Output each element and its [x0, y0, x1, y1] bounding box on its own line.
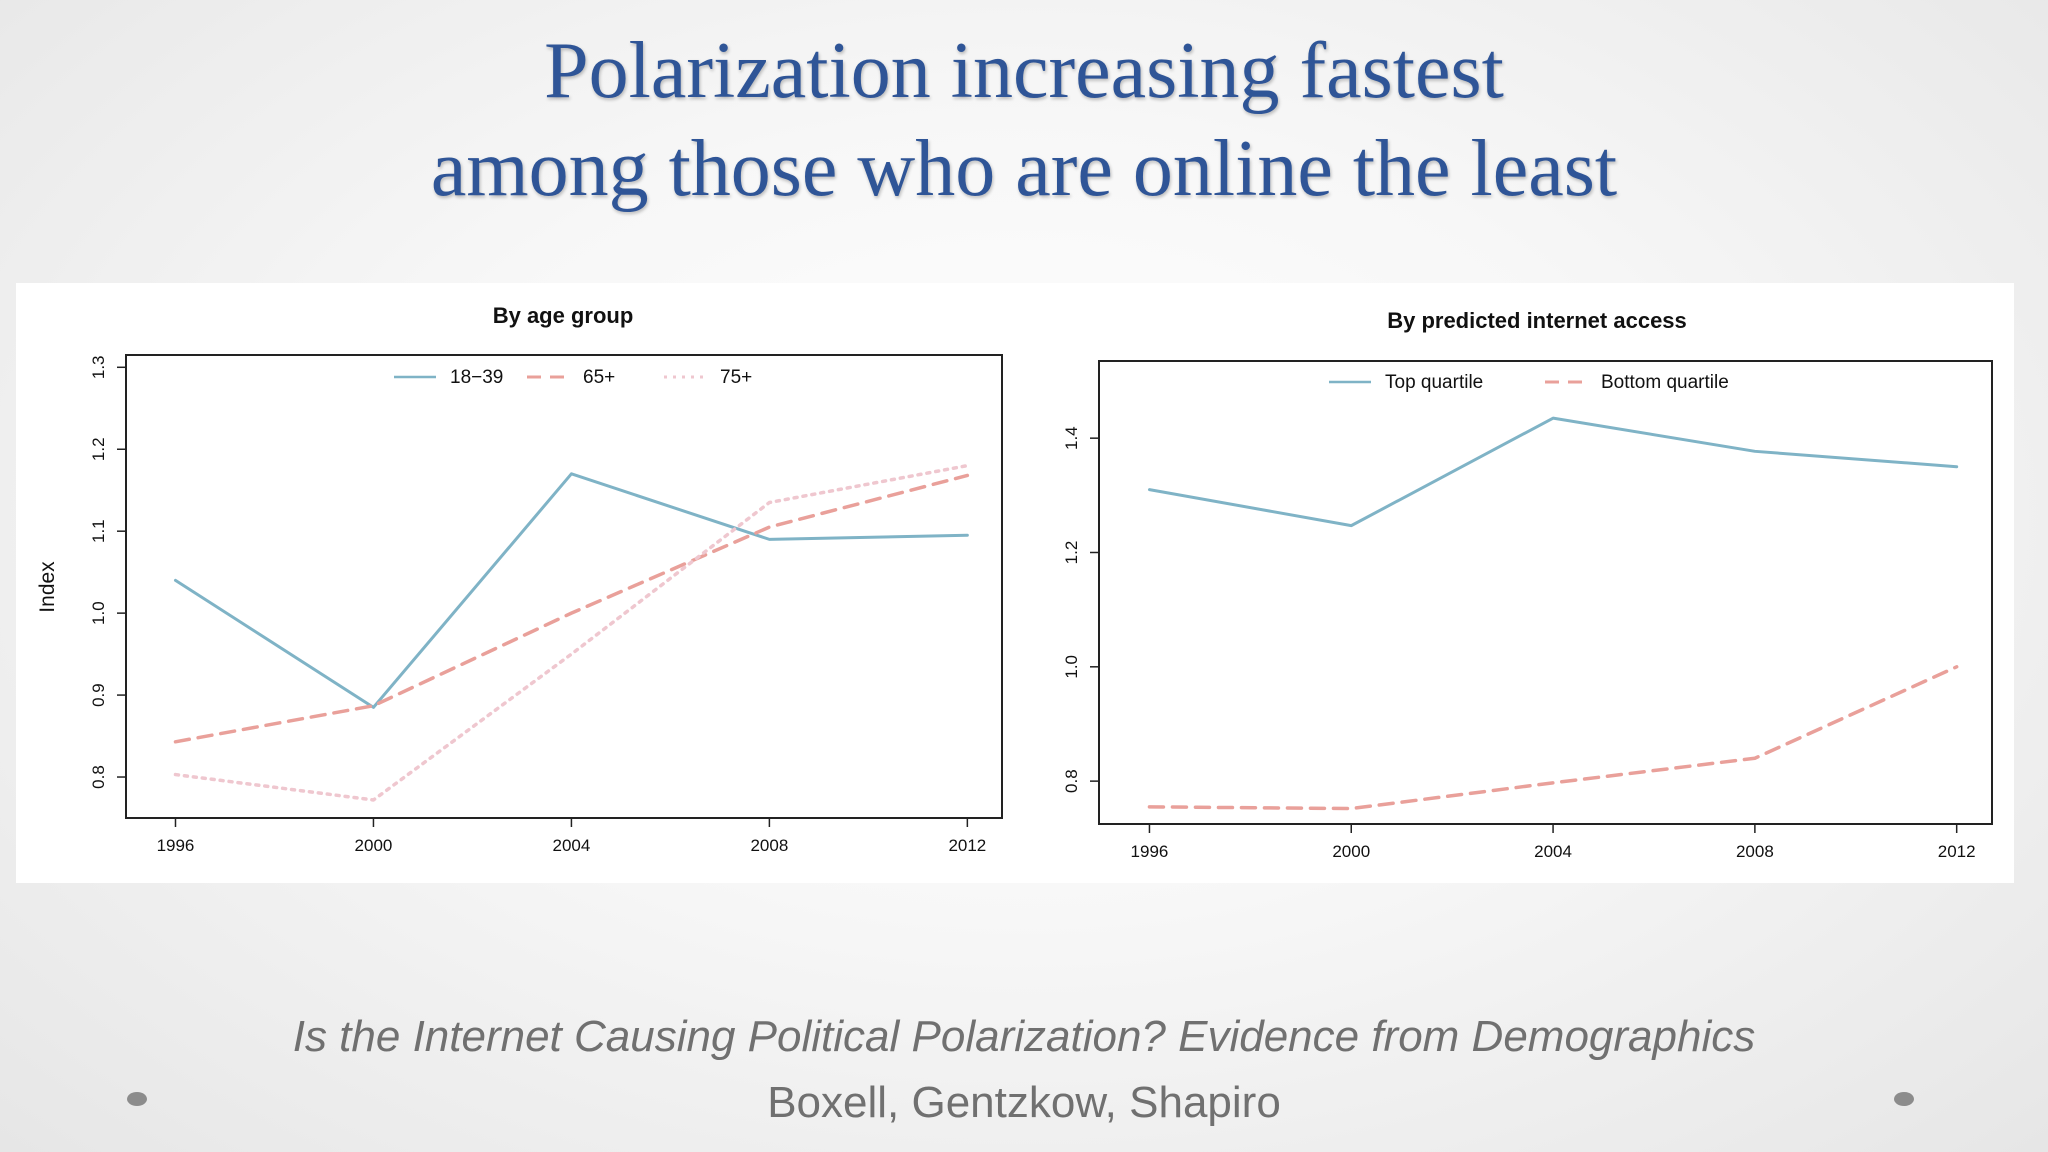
citation-authors: Boxell, Gentzkow, Shapiro	[767, 1078, 1281, 1127]
y-tick-label: 1.4	[1062, 426, 1081, 450]
y-tick-label: 0.8	[89, 765, 108, 789]
legend: Top quartile Bottom quartile	[1329, 372, 1729, 393]
x-tick-label: 1996	[1131, 842, 1169, 861]
tick-layer: 1996 2000 2004 2008 2012 0.8 0.9 1.0 1.1 1.2 1.3	[89, 355, 986, 855]
legend-label: Bottom quartile	[1601, 372, 1729, 393]
x-tick-label: 2000	[355, 836, 393, 855]
slide-title-line-2: among those who are online the least	[430, 125, 1618, 213]
y-tick-label: 0.9	[89, 683, 108, 707]
plot-frame	[1098, 360, 1993, 825]
legend-label: 65+	[583, 367, 615, 388]
chart-by-internet-access: By predicted internet access 1996 2000 200…	[1062, 308, 1993, 861]
slide-title: Polarization increasing fastest among th…	[0, 22, 2048, 218]
chart-by-age-group: By age group Index 1996 2000 2004 2008 2012 0…	[36, 303, 1003, 855]
x-tick-label: 2000	[1332, 842, 1370, 861]
series-line-75-	[173, 463, 970, 802]
legend-label: Top quartile	[1385, 372, 1483, 393]
y-tick-label: 1.3	[89, 355, 108, 379]
x-tick-label: 2012	[948, 836, 986, 855]
chart-panel: By age group Index 1996 2000 2004 2008 2012 0…	[16, 283, 2014, 883]
x-tick-label: 1996	[157, 836, 195, 855]
series-layer	[1147, 416, 1959, 811]
series-line-bottom-quartile	[1147, 665, 1959, 811]
x-tick-label: 2012	[1938, 842, 1976, 861]
series-line-18-39	[173, 472, 969, 709]
y-tick-label: 1.2	[89, 437, 108, 461]
x-tick-label: 2004	[1534, 842, 1572, 861]
x-tick-label: 2004	[553, 836, 591, 855]
series-line-65-	[173, 473, 970, 744]
legend-label: 75+	[720, 367, 752, 388]
x-tick-label: 2008	[750, 836, 788, 855]
plot-frame	[125, 354, 1003, 819]
charts-svg: By age group Index 1996 2000 2004 2008 2012 0…	[36, 303, 1993, 861]
y-axis-label: Index	[36, 561, 59, 613]
y-tick-label: 1.2	[1062, 541, 1081, 565]
chart-title: By predicted internet access	[1387, 308, 1687, 333]
legend-label: 18−39	[450, 367, 503, 388]
series-line-top-quartile	[1147, 416, 1959, 528]
bullet-dot-left	[127, 1092, 147, 1106]
citation-title: Is the Internet Causing Political Polari…	[292, 1012, 1756, 1061]
tick-layer: 1996 2000 2004 2008 2012 0.8 1.0 1.2 1.4	[1062, 426, 1976, 861]
bullet-dot-right	[1894, 1092, 1914, 1106]
slide-title-line-1: Polarization increasing fastest	[544, 27, 1504, 115]
y-tick-label: 0.8	[1062, 769, 1081, 793]
y-tick-label: 1.0	[89, 601, 108, 625]
series-layer	[173, 463, 970, 802]
legend: 18−39 65+ 75+	[394, 367, 752, 388]
chart-title: By age group	[493, 303, 634, 328]
y-tick-label: 1.0	[1062, 655, 1081, 679]
x-tick-label: 2008	[1736, 842, 1774, 861]
y-tick-label: 1.1	[89, 519, 108, 543]
